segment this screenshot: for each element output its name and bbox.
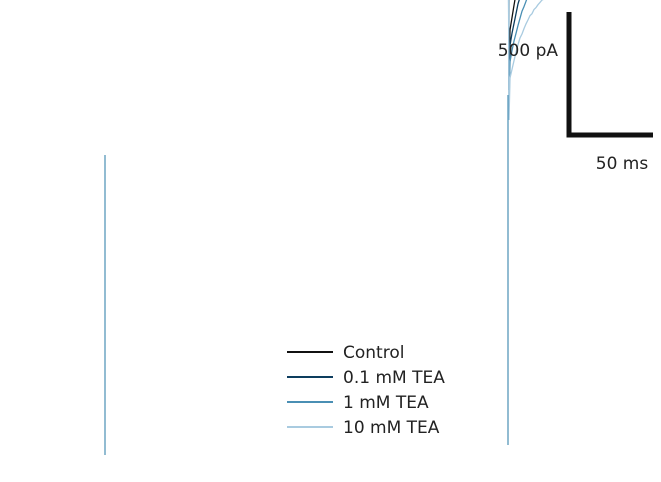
traces-group <box>104 0 544 455</box>
scale-bar: 500 pA 50 ms <box>498 12 653 174</box>
trace-0-1-mm-tea <box>508 0 520 91</box>
trace-1-mm-tea <box>507 0 528 106</box>
legend-label: 0.1 mM TEA <box>343 368 445 388</box>
legend-item: 1 mM TEA <box>287 393 429 413</box>
scale-bar-y-label: 500 pA <box>498 41 559 61</box>
legend-item: 0.1 mM TEA <box>287 368 445 388</box>
capacitive-artifacts <box>104 95 509 455</box>
legend: Control 0.1 mM TEA 1 mM TEA 10 mM TEA <box>287 343 445 438</box>
trace-10-mm-tea <box>507 0 544 121</box>
scale-bar-x-label: 50 ms <box>596 154 649 174</box>
legend-item: Control <box>287 343 404 363</box>
legend-label: 1 mM TEA <box>343 393 429 413</box>
legend-item: 10 mM TEA <box>287 418 440 438</box>
trace-control <box>508 0 516 76</box>
legend-label: 10 mM TEA <box>343 418 440 438</box>
legend-label: Control <box>343 343 404 363</box>
